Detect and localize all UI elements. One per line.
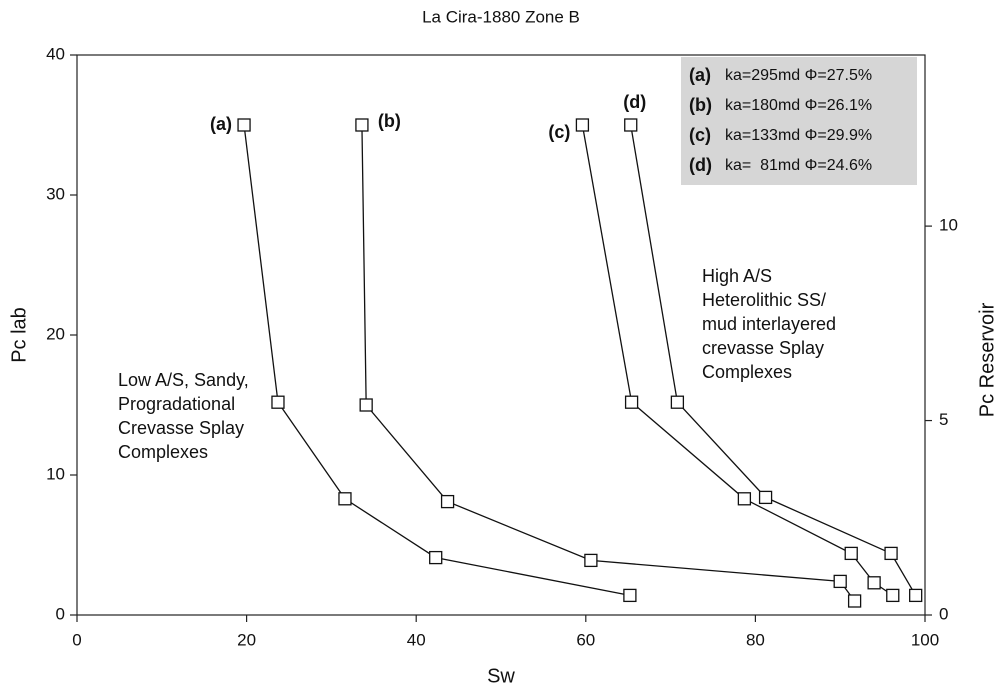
y2-tick-label: 0: [939, 604, 948, 623]
legend-key: (b): [689, 95, 712, 115]
point-marker: [237, 118, 251, 132]
legend-text: ka= 81md Φ=24.6%: [725, 157, 872, 174]
point-marker: [624, 118, 638, 132]
series-line: [630, 124, 917, 596]
point-marker: [271, 395, 285, 409]
series-label: (d): [623, 92, 646, 112]
legend-key: (c): [689, 125, 711, 145]
series-label: (a): [210, 114, 232, 134]
series-label: (c): [548, 122, 570, 142]
point-marker: [584, 553, 598, 568]
point-marker: [737, 492, 752, 506]
x-tick-label: 100: [911, 630, 939, 649]
point-marker: [670, 395, 685, 409]
legend-box: [681, 57, 917, 185]
annotation: Progradational: [118, 394, 235, 414]
series-line: [581, 124, 894, 596]
point-marker: [440, 494, 455, 509]
x-tick-label: 40: [407, 630, 426, 649]
point-marker: [429, 550, 443, 565]
x-axis-label: Sw: [487, 665, 515, 687]
annotation: Crevasse Splay: [118, 418, 244, 438]
point-marker: [886, 588, 900, 603]
y2-tick-label: 10: [939, 216, 958, 235]
point-marker: [909, 588, 923, 603]
x-tick-label: 80: [746, 630, 765, 649]
annotation: High A/S: [702, 266, 772, 286]
y2-tick-label: 5: [939, 410, 948, 429]
annotation: mud interlayered: [702, 314, 836, 334]
x-tick-label: 0: [72, 630, 81, 649]
y-tick-label: 30: [46, 184, 65, 203]
x-tick-label: 60: [576, 630, 595, 649]
y-axis-label: Pc lab: [8, 307, 30, 363]
y-tick-label: 20: [46, 324, 65, 343]
point-marker: [338, 492, 352, 506]
point-marker: [833, 574, 847, 589]
point-marker: [847, 594, 862, 608]
chart-title: La Cira-1880 Zone B: [422, 7, 580, 26]
annotation: Low A/S, Sandy,: [118, 370, 249, 390]
legend-key: (d): [689, 155, 712, 175]
series-label: (b): [378, 111, 401, 131]
legend-key: (a): [689, 65, 711, 85]
point-marker: [867, 576, 881, 590]
point-marker: [355, 118, 369, 132]
legend-text: ka=180md Φ=26.1%: [725, 97, 872, 114]
x-tick-label: 20: [237, 630, 256, 649]
annotation: Heterolithic SS/: [702, 290, 826, 310]
y2-axis-label: Pc Reservoir: [976, 302, 998, 417]
y-tick-label: 0: [56, 604, 65, 623]
point-marker: [884, 546, 898, 561]
y-tick-label: 10: [46, 464, 65, 483]
legend-text: ka=295md Φ=27.5%: [725, 67, 872, 84]
point-marker: [359, 398, 373, 412]
point-marker: [624, 395, 639, 409]
point-marker: [623, 588, 637, 603]
point-marker: [575, 118, 590, 132]
annotation: Complexes: [702, 362, 792, 382]
y-tick-label: 40: [46, 44, 65, 63]
point-marker: [844, 546, 858, 561]
series-line: [243, 124, 631, 597]
annotation: Complexes: [118, 442, 208, 462]
legend-text: ka=133md Φ=29.9%: [725, 127, 872, 144]
point-marker: [758, 490, 773, 505]
annotation: crevasse Splay: [702, 338, 824, 358]
